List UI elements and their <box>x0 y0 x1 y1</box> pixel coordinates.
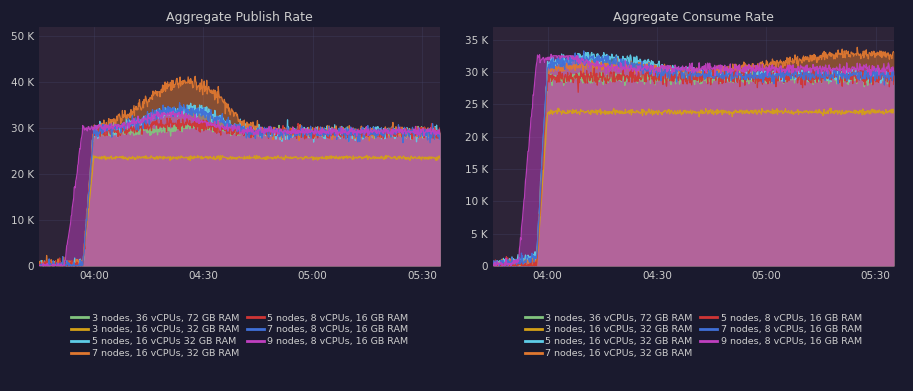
Legend: 3 nodes, 36 vCPUs, 72 GB RAM, 3 nodes, 16 vCPUs, 32 GB RAM, 5 nodes, 16 vCPUs, 3: 3 nodes, 36 vCPUs, 72 GB RAM, 3 nodes, 1… <box>525 314 862 358</box>
Legend: 3 nodes, 36 vCPUs, 72 GB RAM, 3 nodes, 16 vCPUs, 32 GB RAM, 5 nodes, 16 vCPUs 32: 3 nodes, 36 vCPUs, 72 GB RAM, 3 nodes, 1… <box>71 314 408 358</box>
Title: Aggregate Consume Rate: Aggregate Consume Rate <box>613 11 774 24</box>
Title: Aggregate Publish Rate: Aggregate Publish Rate <box>166 11 313 24</box>
